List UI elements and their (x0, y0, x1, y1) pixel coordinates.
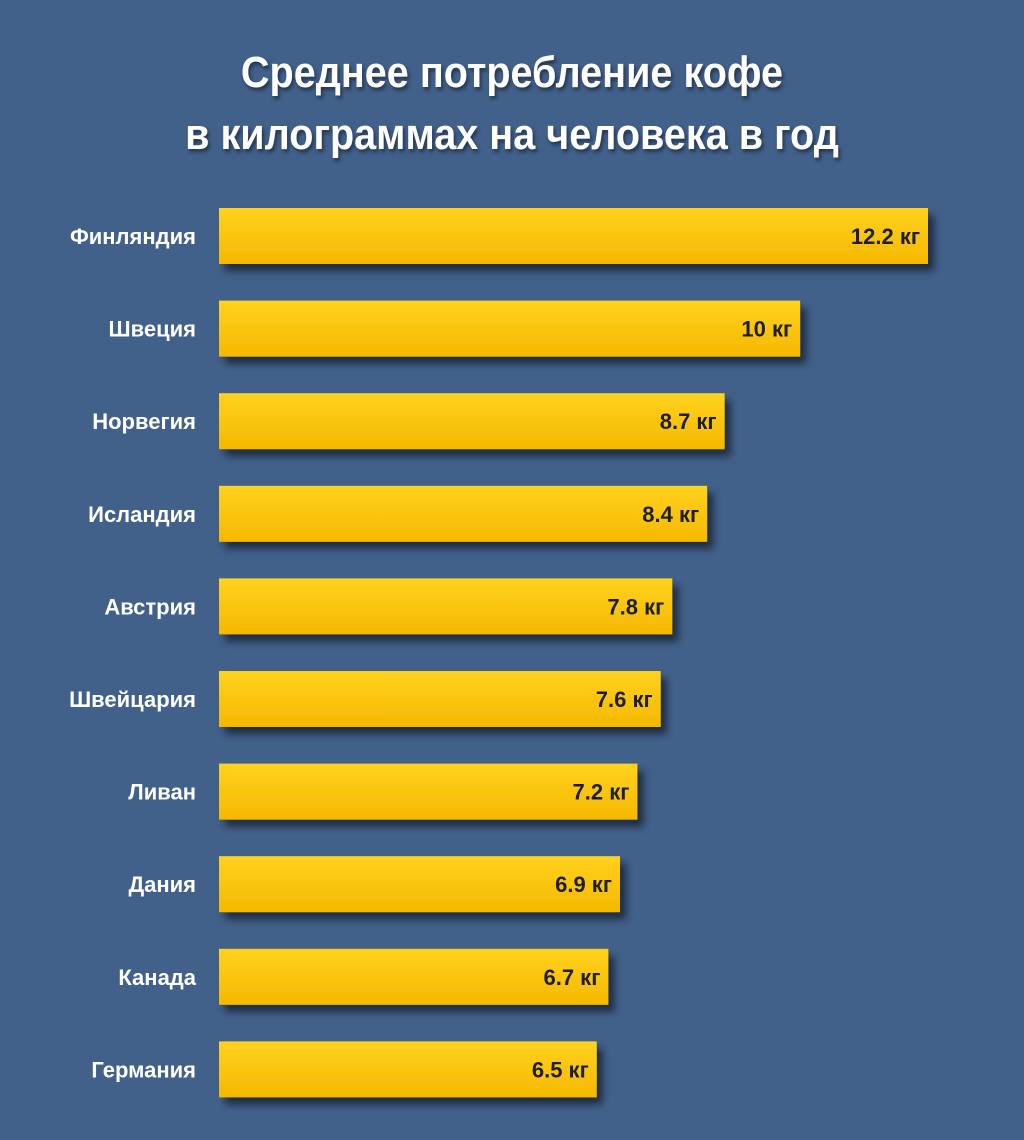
value-label-1: 10 кг (741, 317, 792, 342)
bar-1 (219, 300, 801, 357)
chart-title: Среднее потребление кофе в килограммах н… (51, 42, 973, 166)
bar-2 (219, 393, 725, 450)
bar-6 (219, 763, 638, 820)
chart-title-line-2: в килограммах на человека в год (185, 110, 839, 159)
value-label-5: 7.6 кг (596, 687, 653, 712)
chart-title-line-1: Среднее потребление кофе (240, 48, 784, 97)
category-label-1: Швеция (109, 317, 196, 342)
value-label-6: 7.2 кг (573, 780, 630, 805)
bar-3 (219, 485, 708, 542)
bar-5 (219, 671, 661, 727)
value-label-0: 12.2 кг (851, 224, 920, 249)
value-label-2: 8.7 кг (660, 409, 717, 434)
category-label-5: Швейцария (69, 687, 196, 712)
bar-8 (219, 948, 609, 1005)
category-label-9: Германия (91, 1057, 196, 1082)
category-label-3: Исландия (88, 502, 196, 527)
category-label-7: Дания (128, 872, 196, 897)
value-label-3: 8.4 кг (642, 502, 699, 527)
category-label-0: Финляндия (70, 224, 196, 249)
category-label-2: Норвегия (92, 409, 196, 434)
bar-0 (219, 208, 928, 264)
value-label-7: 6.9 кг (555, 872, 612, 897)
bar-4 (219, 578, 673, 635)
category-label-4: Австрия (104, 594, 196, 619)
bar-9 (219, 1041, 597, 1098)
value-label-9: 6.5 кг (532, 1057, 589, 1082)
bars-group: Финляндия 12.2 кг Швеция 10 кг Норвегия 8.7 к… (69, 208, 928, 1098)
value-label-4: 7.8 кг (607, 594, 664, 619)
category-label-8: Канада (118, 965, 196, 990)
value-label-8: 6.7 кг (543, 965, 600, 990)
bar-7 (219, 856, 620, 913)
category-label-6: Ливан (128, 780, 196, 805)
